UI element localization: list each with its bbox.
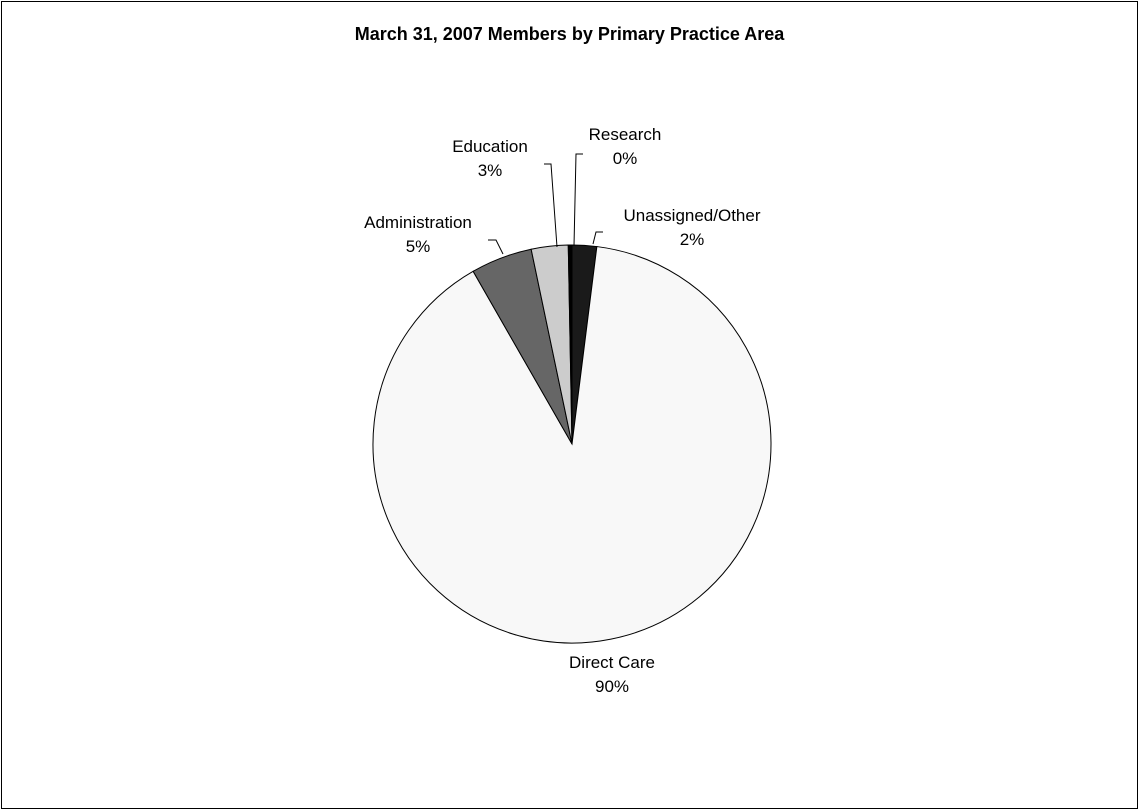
data-label-unassigned-other: Unassigned/Other bbox=[623, 206, 760, 225]
pie-slice-research bbox=[567, 244, 573, 445]
data-value-unassigned-other: 2% bbox=[680, 230, 705, 249]
leader-line-administration bbox=[488, 239, 504, 255]
data-value-direct-care: 90% bbox=[595, 677, 629, 696]
data-label-education: Education bbox=[452, 137, 528, 156]
leader-line-unassigned-other bbox=[592, 231, 603, 245]
data-value-education: 3% bbox=[478, 161, 503, 180]
leader-line-research bbox=[573, 153, 583, 247]
data-label-research: Research bbox=[589, 125, 662, 144]
pie-slice-direct-care bbox=[372, 246, 772, 644]
data-label-direct-care: Direct Care bbox=[569, 653, 655, 672]
data-label-administration: Administration bbox=[364, 213, 472, 232]
chart-title: March 31, 2007 Members by Primary Practi… bbox=[354, 24, 785, 44]
data-value-administration: 5% bbox=[406, 237, 431, 256]
leader-line-education bbox=[544, 163, 558, 248]
data-value-research: 0% bbox=[613, 149, 638, 168]
